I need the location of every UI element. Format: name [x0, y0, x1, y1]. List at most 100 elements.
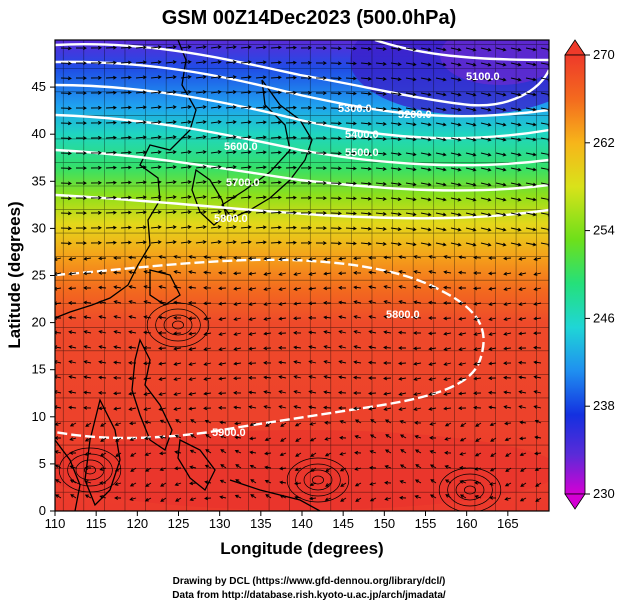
wind-arrow: [488, 332, 497, 336]
wind-arrow: [525, 77, 537, 82]
wind-arrow: [535, 497, 542, 502]
wind-arrow: [105, 210, 117, 215]
wind-arrow: [113, 315, 122, 319]
wind-arrow: [353, 406, 362, 411]
wind-arrow: [345, 46, 357, 51]
wind-arrow: [233, 376, 242, 381]
wind-arrow: [234, 435, 242, 440]
wind-arrow: [398, 346, 406, 350]
wind-arrow: [368, 300, 377, 304]
wind-arrow: [330, 211, 342, 216]
wind-arrow: [129, 421, 137, 426]
wind-arrow: [195, 180, 207, 184]
wind-arrow: [495, 77, 507, 82]
wind-arrow: [360, 76, 372, 81]
y-tick-label: 15: [32, 362, 46, 377]
wind-arrow: [60, 46, 72, 51]
wind-arrow: [324, 420, 332, 425]
wind-arrow: [83, 286, 92, 290]
wind-arrow: [68, 345, 77, 349]
x-tick-label: 110: [45, 516, 66, 531]
wind-arrow: [248, 256, 257, 261]
wind-arrow: [435, 62, 447, 67]
wind-arrow: [189, 465, 197, 470]
wind-arrow: [210, 60, 222, 64]
wind-arrow: [465, 77, 477, 82]
wind-arrow: [420, 182, 432, 187]
wind-arrow: [105, 165, 117, 170]
wind-arrow: [218, 270, 227, 275]
wind-arrow: [180, 210, 192, 214]
wind-arrow: [143, 285, 152, 289]
wind-arrow: [263, 331, 272, 336]
wind-arrow: [210, 210, 222, 214]
wind-arrow: [495, 152, 507, 157]
wind-arrow: [503, 256, 512, 261]
wind-arrow: [278, 302, 287, 306]
wind-arrow: [420, 107, 432, 112]
wind-arrow: [338, 271, 347, 276]
wind-arrow: [495, 137, 507, 142]
wind-arrow: [390, 92, 402, 97]
wind-arrow: [480, 167, 492, 172]
wind-arrow: [360, 226, 372, 231]
wind-arrow: [405, 182, 417, 187]
wind-arrow: [294, 422, 302, 427]
wind-arrow: [480, 197, 492, 202]
wind-arrow: [270, 135, 282, 140]
wind-arrow: [525, 152, 537, 157]
wind-arrow: [375, 77, 387, 81]
wind-arrow: [293, 316, 302, 321]
wind-arrow: [293, 287, 302, 291]
wind-arrow: [413, 285, 422, 289]
wind-arrow: [488, 302, 497, 306]
wind-arrow: [338, 360, 347, 364]
wind-arrow: [285, 165, 297, 170]
wind-arrow: [480, 152, 492, 157]
contour-label: 5900.0: [212, 427, 246, 439]
wind-arrow: [488, 376, 497, 381]
wind-arrow: [279, 452, 287, 457]
wind-arrow: [218, 301, 227, 306]
wind-arrow: [473, 332, 482, 336]
wind-arrow: [368, 376, 376, 380]
wind-arrow: [240, 45, 252, 50]
wind-arrow: [338, 285, 347, 290]
wind-arrow: [278, 331, 287, 336]
wind-arrow: [75, 121, 87, 125]
y-tick-label: 10: [32, 409, 46, 424]
wind-arrow: [105, 75, 117, 80]
wind-arrow: [375, 212, 387, 216]
wind-arrow: [190, 419, 197, 424]
wind-arrow: [165, 105, 177, 110]
wind-arrow: [360, 241, 372, 246]
wind-arrow: [458, 391, 467, 396]
wind-arrow: [443, 347, 452, 351]
wind-arrow: [174, 482, 182, 487]
wind-arrow: [458, 406, 467, 411]
wind-arrow: [295, 437, 302, 442]
wind-arrow: [474, 495, 482, 499]
wind-arrow: [285, 135, 297, 140]
wind-arrow: [315, 61, 327, 65]
wind-arrow: [90, 240, 102, 245]
wind-arrow: [315, 106, 327, 110]
wind-arrow: [504, 421, 512, 426]
wind-arrow: [218, 391, 227, 396]
wind-arrow: [234, 421, 242, 426]
wind-arrow: [384, 480, 392, 485]
wind-arrow: [390, 152, 402, 157]
wind-arrow: [128, 270, 137, 275]
wind-arrow: [338, 406, 346, 410]
wind-arrow: [235, 479, 242, 484]
wind-arrow: [330, 196, 342, 201]
wind-arrow: [518, 331, 527, 336]
vortex-ring: [58, 447, 122, 493]
wind-arrow: [150, 180, 162, 185]
wind-arrow: [465, 137, 477, 142]
y-tick-label: 5: [39, 456, 46, 471]
wind-arrow: [210, 180, 222, 184]
wind-arrow: [180, 240, 192, 244]
wind-arrow: [160, 482, 167, 487]
wind-arrow: [158, 377, 167, 381]
